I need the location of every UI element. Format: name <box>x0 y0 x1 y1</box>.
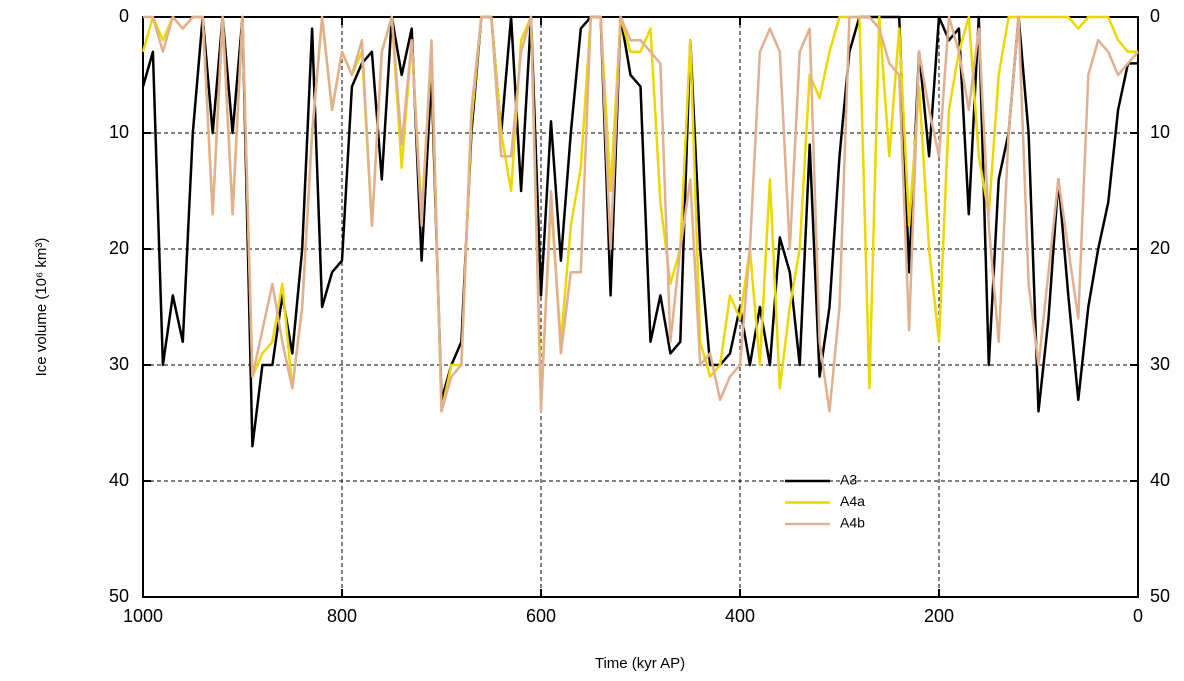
x-axis-label: Time (kyr AP) <box>595 655 685 672</box>
series-line <box>143 15 1139 413</box>
x-tick-label: 800 <box>327 606 357 626</box>
x-tick-label: 0 <box>1133 606 1143 626</box>
x-tick-label: 400 <box>725 606 755 626</box>
legend-label: A4a <box>840 493 865 509</box>
y-axis-label: Ice volume (10⁶ km³) <box>33 238 50 377</box>
y-tick-label: 20 <box>109 238 129 258</box>
y-tick-label: 10 <box>109 122 129 142</box>
y2-tick-label: 0 <box>1150 6 1160 26</box>
x-tick-label: 1000 <box>123 606 163 626</box>
y2-tick-label: 40 <box>1150 470 1170 490</box>
x-tick-label: 600 <box>526 606 556 626</box>
y2-tick-label: 20 <box>1150 238 1170 258</box>
x-tick-label: 200 <box>924 606 954 626</box>
y2-tick-label: 10 <box>1150 122 1170 142</box>
y-tick-label: 40 <box>109 470 129 490</box>
legend-label: A4b <box>840 515 865 531</box>
y-tick-label: 50 <box>109 586 129 606</box>
y-tick-label: 30 <box>109 354 129 374</box>
y-tick-label: 0 <box>119 6 129 26</box>
y2-tick-label: 50 <box>1150 586 1170 606</box>
y2-tick-label: 30 <box>1150 354 1170 374</box>
series-line <box>141 15 1138 448</box>
plot-frame <box>142 16 1139 598</box>
legend-label: A3 <box>840 472 857 488</box>
